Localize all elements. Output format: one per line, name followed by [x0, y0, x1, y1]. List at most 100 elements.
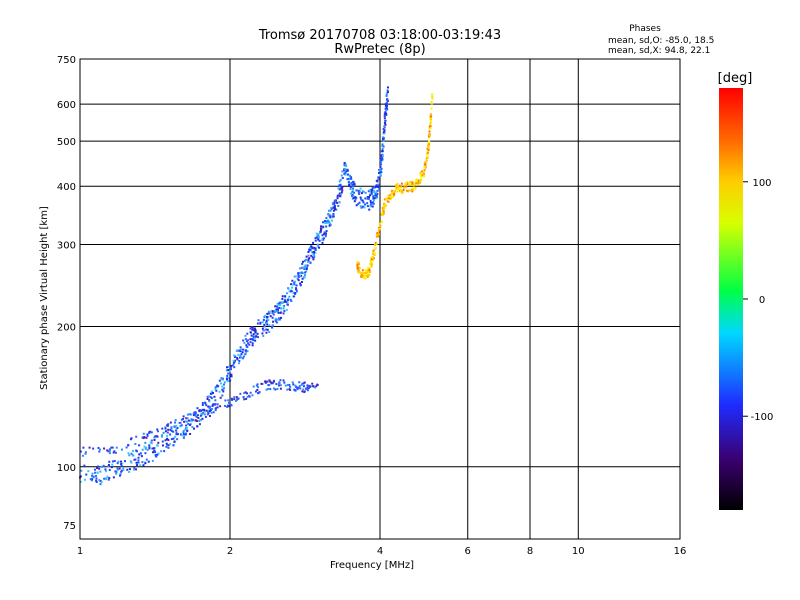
data-point: [264, 380, 267, 383]
data-point: [364, 191, 367, 194]
data-point: [400, 182, 403, 185]
data-point: [133, 468, 136, 471]
data-point: [381, 157, 384, 160]
data-point: [368, 189, 371, 192]
data-point: [246, 350, 249, 353]
data-point: [246, 332, 249, 335]
data-point: [316, 243, 319, 246]
data-point: [349, 192, 352, 195]
data-point: [337, 187, 340, 190]
data-point: [185, 426, 188, 429]
data-point: [279, 384, 282, 387]
data-point: [362, 271, 365, 274]
data-point: [135, 461, 138, 464]
data-point: [266, 323, 269, 326]
data-point: [333, 199, 336, 202]
data-point: [371, 201, 374, 204]
data-point: [380, 171, 383, 174]
data-point: [325, 221, 328, 224]
data-point: [377, 235, 380, 238]
data-point: [377, 233, 380, 236]
data-point: [244, 353, 247, 356]
data-point: [341, 177, 344, 180]
data-point: [344, 163, 347, 166]
data-point: [423, 169, 426, 172]
data-point: [251, 394, 254, 397]
data-point: [186, 413, 189, 416]
data-point: [252, 335, 255, 338]
data-point: [204, 415, 207, 418]
data-point: [380, 220, 383, 223]
data-point: [223, 386, 226, 389]
data-point: [169, 443, 172, 446]
data-point: [419, 180, 422, 183]
data-point: [304, 274, 307, 277]
data-point: [291, 279, 294, 282]
data-point: [382, 128, 385, 131]
data-point: [370, 203, 373, 206]
data-point: [328, 224, 331, 227]
data-point: [141, 436, 144, 439]
data-point: [344, 168, 347, 171]
data-point: [325, 230, 328, 233]
data-point: [179, 421, 182, 424]
data-point: [309, 248, 312, 251]
data-point: [289, 385, 292, 388]
data-point: [265, 322, 268, 325]
data-point: [137, 461, 140, 464]
data-point: [366, 271, 369, 274]
data-point: [130, 437, 133, 440]
data-point: [281, 297, 284, 300]
data-point: [327, 213, 330, 216]
data-point: [183, 420, 186, 423]
data-point: [349, 188, 352, 191]
data-point: [309, 246, 312, 249]
data-point: [367, 196, 370, 199]
data-point: [381, 148, 384, 151]
data-point: [286, 301, 289, 304]
data-point: [255, 384, 258, 387]
data-point: [314, 237, 317, 240]
data-point: [91, 474, 94, 477]
data-point: [258, 391, 261, 394]
colorbar-tick-label: 100: [752, 178, 771, 189]
data-point: [426, 156, 429, 159]
data-point: [303, 391, 306, 394]
data-point: [116, 462, 119, 465]
data-point: [229, 368, 232, 371]
data-point: [385, 106, 388, 109]
data-point: [277, 318, 280, 321]
data-point: [138, 453, 141, 456]
data-point: [288, 295, 291, 298]
data-point: [324, 235, 327, 238]
data-point: [328, 213, 331, 216]
data-point: [298, 384, 301, 387]
data-point: [410, 181, 413, 184]
y-tick-label: 300: [57, 240, 76, 251]
data-point: [395, 184, 398, 187]
data-point: [372, 252, 375, 255]
data-point: [371, 205, 374, 208]
data-point: [287, 298, 290, 301]
data-point: [264, 381, 267, 384]
data-point: [429, 113, 432, 116]
data-point: [215, 389, 218, 392]
data-point: [290, 299, 293, 302]
data-point: [353, 191, 356, 194]
data-point: [429, 121, 432, 124]
data-point: [350, 177, 353, 180]
data-point: [108, 468, 111, 471]
data-point: [352, 191, 355, 194]
data-point: [99, 480, 102, 483]
data-point: [313, 256, 316, 259]
data-point: [384, 119, 387, 122]
data-point: [254, 330, 257, 333]
data-point: [375, 184, 378, 187]
data-point: [188, 413, 191, 416]
data-point: [261, 327, 264, 330]
data-point: [386, 98, 389, 101]
data-point: [141, 461, 144, 464]
data-point: [271, 382, 274, 385]
data-point: [233, 359, 236, 362]
data-point: [410, 183, 413, 186]
